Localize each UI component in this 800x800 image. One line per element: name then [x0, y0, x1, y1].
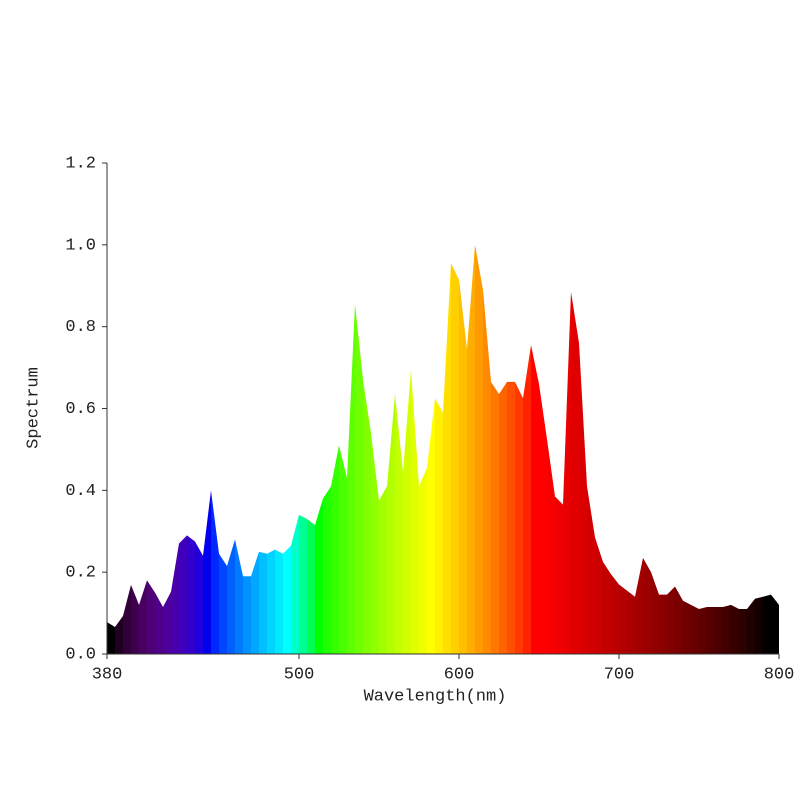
- x-axis-label: Wavelength(nm): [364, 687, 507, 706]
- x-tick-label: 700: [604, 665, 635, 684]
- spectrum-area: [107, 244, 779, 655]
- x-tick-label: 380: [92, 665, 123, 684]
- y-tick-label: 0.8: [65, 318, 96, 337]
- x-tick-label: 800: [764, 665, 795, 684]
- y-axis-label: Spectrum: [24, 367, 43, 449]
- y-tick-label: 0.6: [65, 400, 96, 419]
- y-tick-label: 1.2: [65, 154, 96, 173]
- y-tick-label: 1.0: [65, 236, 96, 255]
- x-tick-label: 500: [284, 665, 315, 684]
- y-tick-label: 0.2: [65, 564, 96, 583]
- y-tick-label: 0.4: [65, 482, 96, 501]
- x-tick-label: 600: [444, 665, 475, 684]
- y-tick-label: 0.0: [65, 645, 96, 664]
